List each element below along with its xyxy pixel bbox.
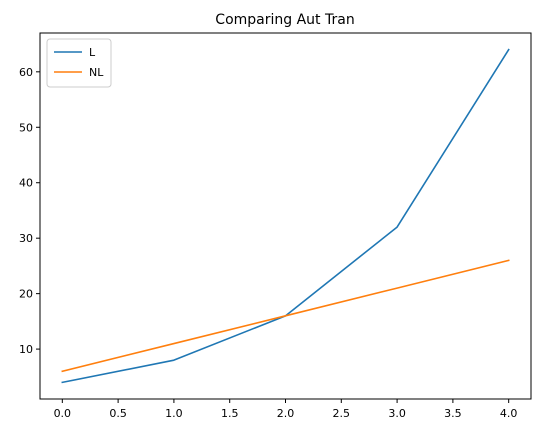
legend: L NL xyxy=(46,38,112,88)
y-tick-label: 30 xyxy=(19,232,33,245)
chart-title: Comparing Aut Tran xyxy=(215,12,354,28)
legend-label-l: L xyxy=(89,46,96,59)
series-layer xyxy=(61,48,510,384)
x-tick-label: 3.0 xyxy=(388,407,406,420)
y-tick-label: 60 xyxy=(19,66,33,79)
x-tick-label: 3.5 xyxy=(444,407,462,420)
y-tick-label: 50 xyxy=(19,121,33,134)
x-axis: 0.0 0.5 1.0 1.5 2.0 2.5 3.0 3.5 4.0 xyxy=(54,399,518,420)
x-tick-label: 2.0 xyxy=(277,407,295,420)
legend-box xyxy=(46,38,112,88)
y-tick-label: 20 xyxy=(19,288,33,301)
x-tick-label: 0.5 xyxy=(109,407,127,420)
plot-frame xyxy=(39,32,532,400)
x-tick-label: 1.5 xyxy=(221,407,239,420)
x-tick-label: 0.0 xyxy=(54,407,72,420)
series-line-l xyxy=(61,48,510,384)
y-tick-label: 10 xyxy=(19,343,33,356)
x-tick-label: 2.5 xyxy=(333,407,351,420)
y-tick-label: 40 xyxy=(19,177,33,190)
x-tick-label: 1.0 xyxy=(165,407,183,420)
y-axis: 10 20 30 40 50 60 xyxy=(19,66,40,356)
x-tick-label: 4.0 xyxy=(500,407,518,420)
legend-label-nl: NL xyxy=(89,66,104,79)
